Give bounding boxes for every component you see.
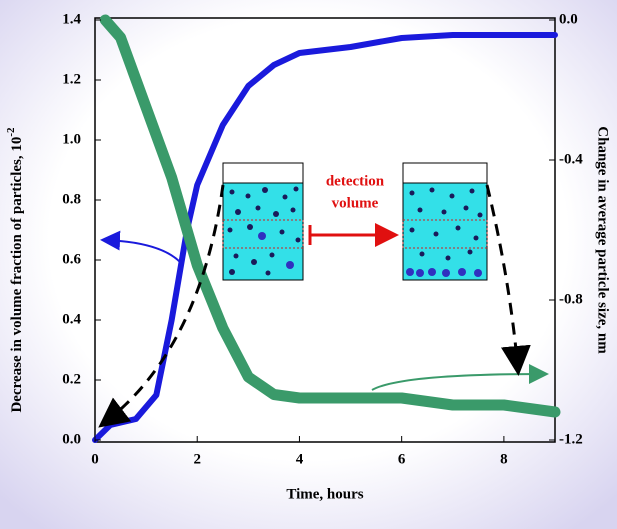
inset-right <box>402 162 488 281</box>
annotation: detection <box>326 173 385 189</box>
annotation: volume <box>332 195 379 211</box>
inset-left <box>222 162 304 281</box>
arrows <box>98 184 549 428</box>
y2-axis-label: Change in average particle size, nm <box>595 126 611 354</box>
y-tick-label: 0.2 <box>62 371 81 387</box>
series-line <box>92 32 558 443</box>
y2-tick-label: -0.8 <box>559 291 583 307</box>
plot-frame <box>94 17 556 443</box>
y-tick-label: 1.2 <box>62 71 81 87</box>
x-tick-label: 8 <box>500 451 508 467</box>
x-tick-label: 6 <box>398 451 406 467</box>
x-axis-label: Time, hours <box>286 486 363 502</box>
x-tick-label: 4 <box>296 451 304 467</box>
y-tick-label: 0.8 <box>62 191 81 207</box>
y2-tick-label: -1.2 <box>559 431 583 447</box>
y-tick-label: 0.4 <box>62 311 81 327</box>
y-tick-label: 0.0 <box>62 431 81 447</box>
x-tick-label: 0 <box>91 451 99 467</box>
y2-tick-label: 0.0 <box>559 11 578 27</box>
y-tick-label: 0.6 <box>62 251 81 267</box>
y-axis-label: Decrease in volume fraction of particles… <box>5 127 26 413</box>
y-tick-label: 1.0 <box>62 131 81 147</box>
y-axis-label-text: Decrease in volume fraction of particles… <box>9 137 25 413</box>
x-tick-label: 2 <box>193 451 201 467</box>
y2-tick-label: -0.4 <box>559 151 583 167</box>
y-tick-label: 1.4 <box>62 11 81 27</box>
y-axis-label-exponent: -2 <box>5 127 17 137</box>
series-line <box>99 14 561 418</box>
